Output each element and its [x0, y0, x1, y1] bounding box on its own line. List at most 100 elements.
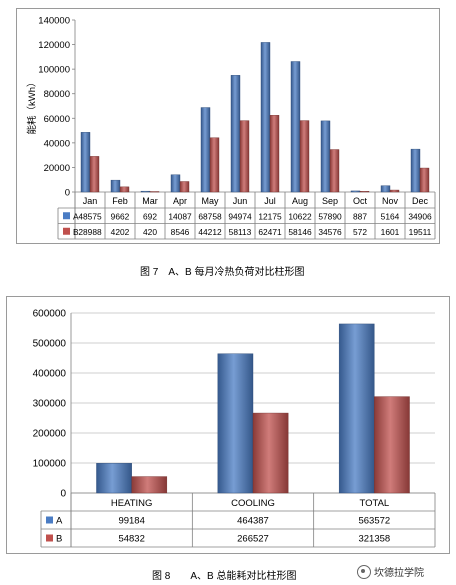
fig7-data-label: 572 [353, 227, 367, 237]
fig7-bar-a [320, 120, 331, 193]
fig7-data-label: 692 [143, 211, 157, 221]
fig8-bar-a [96, 463, 132, 494]
fig7-x-tick-label: Apr [173, 196, 187, 206]
fig7-x-tick-label: Jun [233, 196, 248, 206]
fig7-x-tick-label: Nov [382, 196, 399, 206]
fig7-bar-a [350, 190, 361, 193]
fig8-legend-label: B [56, 534, 62, 545]
fig7-data-label: 8546 [171, 227, 190, 237]
fig8-ytick-label: 100000 [33, 459, 67, 470]
fig7-ytick-label: 0 [65, 188, 70, 199]
fig7-x-tick-label: Feb [112, 196, 128, 206]
fig7-data-label: 34576 [318, 227, 342, 237]
fig7-data-label: 4202 [111, 227, 130, 237]
fig7-bar-a [380, 185, 391, 193]
fig7-x-tick-label: Dec [412, 196, 429, 206]
fig7-bar-b [89, 156, 100, 193]
fig7-legend-label: B [73, 227, 79, 237]
fig7-data-label: 62471 [258, 227, 282, 237]
fig7-x-tick-label: Oct [353, 196, 368, 206]
fig7-bar-a [80, 132, 91, 193]
fig7-bar-b [119, 186, 130, 193]
fig7-data-label: 9662 [111, 211, 130, 221]
fig7-bar-a [140, 190, 151, 193]
fig7-bar-b [299, 120, 310, 193]
fig8-ytick-label: 200000 [33, 429, 67, 440]
fig7-bar-b [209, 137, 220, 193]
total-energy-chart-svg: 0 100000 200000 300000 400000 500000 600000 HEA… [33, 309, 436, 548]
fig7-bar-b [149, 191, 160, 193]
fig7-x-tick-label: Mar [142, 196, 158, 206]
fig7-bar-a [200, 107, 211, 193]
fig7-x-tick-label: May [201, 196, 219, 206]
fig8-x-tick-label: HEATING [111, 498, 153, 509]
fig7-bar-a [230, 75, 241, 193]
fig7-data-label: 14087 [168, 211, 192, 221]
fig7-data-label: 48575 [78, 211, 102, 221]
fig7-x-tick-label: Sep [322, 196, 338, 206]
fig7-bar-a [290, 61, 301, 193]
fig7-x-tick-label: Jan [83, 196, 98, 206]
fig8-x-tick-label: COOLING [231, 498, 275, 509]
fig7-bar-b [269, 115, 280, 193]
fig8-bar-a [338, 323, 375, 494]
fig7-data-label: 10622 [288, 211, 312, 221]
fig7-bar-a [110, 179, 121, 193]
fig7-data-label: 28988 [78, 227, 102, 237]
fig8-ytick-label: 400000 [33, 369, 67, 380]
total-energy-chart: 0 100000 200000 300000 400000 500000 600000 HEA… [6, 296, 450, 554]
wechat-icon [357, 564, 371, 579]
fig7-ytick-label: 20000 [44, 163, 70, 174]
fig7-ytick-label: 60000 [44, 114, 70, 125]
fig8-ytick-label: 600000 [33, 309, 67, 320]
fig8-data-label: 464387 [237, 516, 269, 527]
fig8-data-label: 99184 [118, 516, 144, 527]
fig7-x-tick-label: Aug [292, 196, 308, 206]
fig7-data-label: 1601 [381, 227, 400, 237]
fig7-bar-b [359, 191, 370, 193]
fig7-bar-b [419, 167, 430, 193]
fig8-data-label: 563572 [358, 516, 390, 527]
fig8-bar-b [252, 412, 289, 494]
fig7-legend-label: A [73, 211, 79, 221]
figure7-caption: 图 7 A、B 每月冷热负荷对比柱形图 [140, 267, 305, 278]
monthly-load-chart: 0 20000 40000 60000 80000 100000 120000 140000 能… [16, 8, 440, 244]
fig8-bar-a [217, 353, 254, 494]
fig7-x-tick-label: Jul [264, 196, 276, 206]
fig7-ytick-label: 120000 [38, 40, 70, 51]
fig7-data-label: 12175 [258, 211, 282, 221]
fig8-data-label: 54832 [118, 534, 144, 545]
fig7-y-axis-label: 能耗（kWh） [26, 77, 38, 134]
fig7-data-label: 5164 [381, 211, 400, 221]
fig8-data-label: 266527 [237, 534, 269, 545]
fig7-legend-swatch-a [63, 212, 70, 220]
fig8-data-label: 321358 [358, 534, 390, 545]
fig7-bar-b [329, 149, 340, 193]
figure8-caption: 图 8 A、B 总能耗对比柱形图 [152, 571, 297, 582]
fig7-data-label: 19511 [409, 227, 432, 237]
fig7-data-label: 34906 [408, 211, 432, 221]
fig7-bar-b [239, 120, 250, 193]
fig7-bar-a [170, 174, 181, 193]
watermark: 坎德拉学院 [357, 564, 424, 579]
fig8-ytick-label: 500000 [33, 339, 67, 350]
fig8-ytick-label: 0 [60, 489, 66, 500]
fig7-data-label: 58113 [229, 227, 252, 237]
fig8-bar-b [374, 396, 410, 494]
fig7-bar-b [179, 181, 190, 193]
fig8-bar-b [131, 476, 168, 494]
fig7-ytick-label: 100000 [38, 65, 70, 76]
fig7-ytick-label: 80000 [44, 89, 70, 100]
fig8-x-tick-label: TOTAL [359, 498, 389, 509]
fig7-legend-swatch-b [63, 227, 70, 235]
fig7-ytick-label: 40000 [44, 138, 70, 149]
fig8-legend-swatch-b [46, 534, 53, 542]
fig8-ytick-label: 300000 [33, 399, 67, 410]
fig7-ytick-label: 140000 [38, 16, 70, 27]
fig7-data-label: 68758 [198, 211, 222, 221]
fig8-legend-swatch-a [46, 516, 53, 524]
fig7-bar-a [260, 42, 271, 193]
fig7-data-label: 887 [353, 211, 367, 221]
fig7-data-label: 420 [143, 227, 157, 237]
monthly-load-chart-svg: 0 20000 40000 60000 80000 100000 120000 140000 能… [26, 16, 436, 240]
